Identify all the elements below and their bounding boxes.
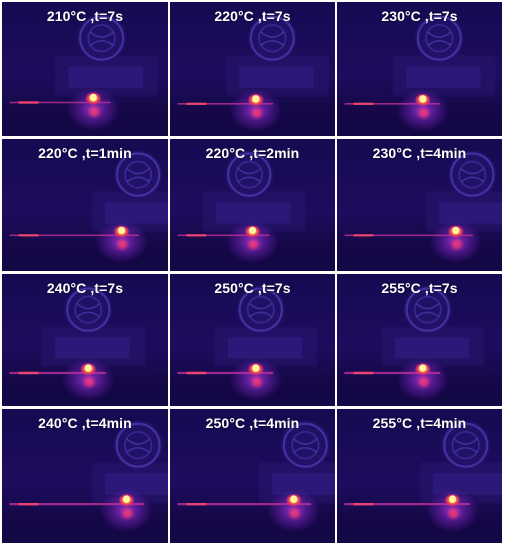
- thermal-image: [2, 274, 168, 406]
- thermal-panel: 240°C ,t=7s: [2, 274, 168, 406]
- thermal-image: [337, 409, 502, 543]
- thermal-image: [2, 409, 168, 543]
- thermal-image: [337, 2, 502, 136]
- thermal-image: [2, 139, 168, 271]
- thermal-panel: 240°C ,t=4min: [2, 409, 168, 543]
- thermal-image: [337, 274, 502, 406]
- thermal-image: [170, 2, 335, 136]
- thermal-image: [170, 139, 335, 271]
- thermal-panel: 250°C ,t=4min: [170, 409, 335, 543]
- thermal-panel: 220°C ,t=7s: [170, 2, 335, 136]
- thermal-image: [170, 274, 335, 406]
- thermal-image: [2, 2, 168, 136]
- thermal-panel: 220°C ,t=2min: [170, 139, 335, 271]
- thermal-panel: 255°C ,t=4min: [337, 409, 502, 543]
- thermal-panel: 255°C ,t=7s: [337, 274, 502, 406]
- thermal-panel: 220°C ,t=1min: [2, 139, 168, 271]
- thermal-panel: 230°C ,t=7s: [337, 2, 502, 136]
- thermal-panel: 250°C ,t=7s: [170, 274, 335, 406]
- thermal-panel: 210°C ,t=7s: [2, 2, 168, 136]
- thermal-image: [337, 139, 502, 271]
- thermal-image: [170, 409, 335, 543]
- thermal-panel: 230°C ,t=4min: [337, 139, 502, 271]
